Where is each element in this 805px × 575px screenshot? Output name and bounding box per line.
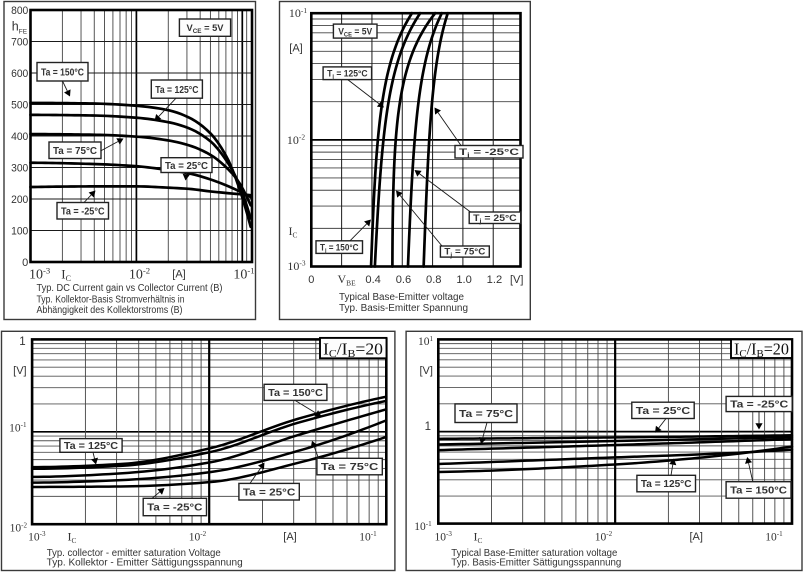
- svg-text:Ta = 125°C: Ta = 125°C: [155, 84, 198, 96]
- svg-text:IC/IB=20: IC/IB=20: [323, 340, 383, 361]
- svg-text:500: 500: [11, 100, 28, 112]
- svg-text:Ta = 150°C: Ta = 150°C: [730, 485, 787, 497]
- svg-text:IC: IC: [68, 529, 77, 545]
- svg-text:IC: IC: [61, 267, 71, 284]
- svg-text:Typical Base-Emitter voltage: Typical Base-Emitter voltage: [339, 292, 464, 303]
- svg-text:600: 600: [11, 68, 28, 80]
- svg-text:[V]: [V]: [510, 274, 523, 286]
- svg-text:VCE = 5V: VCE = 5V: [187, 23, 224, 35]
- svg-text:[V]: [V]: [13, 365, 26, 377]
- svg-text:Ta = -25°C: Ta = -25°C: [147, 502, 203, 514]
- svg-text:Ta = 25°C: Ta = 25°C: [636, 405, 691, 417]
- svg-text:Ta = -25°C: Ta = -25°C: [61, 205, 105, 217]
- svg-text:0: 0: [22, 257, 28, 269]
- svg-text:Ta = 125°C: Ta = 125°C: [64, 440, 119, 452]
- svg-text:1.2: 1.2: [487, 274, 503, 286]
- svg-text:[V]: [V]: [419, 365, 432, 377]
- svg-text:[A]: [A]: [172, 269, 185, 281]
- svg-text:Ta = 75°C: Ta = 75°C: [321, 461, 379, 473]
- svg-text:Ta = 75°C: Ta = 75°C: [53, 145, 97, 157]
- svg-text:Ta = 125°C: Ta = 125°C: [641, 478, 692, 490]
- svg-text:[A]: [A]: [283, 531, 296, 543]
- svg-text:Ta = 150°C: Ta = 150°C: [268, 387, 323, 399]
- svg-text:Ta = -25°C: Ta = -25°C: [730, 399, 789, 411]
- svg-text:Tj = 125°C: Tj = 125°C: [327, 68, 368, 80]
- svg-text:0.4: 0.4: [365, 274, 381, 286]
- svg-text:Tj = 150°C: Tj = 150°C: [320, 242, 359, 254]
- svg-text:Typical Base-Emitter saturatio: Typical Base-Emitter saturation voltage: [451, 548, 617, 559]
- svg-text:Typ. DC Current gain vs Collec: Typ. DC Current gain vs Collector Curren…: [37, 283, 223, 294]
- svg-text:0.8: 0.8: [426, 274, 442, 286]
- svg-text:100: 100: [11, 226, 28, 238]
- svg-text:Typ. Kollektor-Basis Stromverh: Typ. Kollektor-Basis Stromverhältnis in: [37, 294, 185, 305]
- svg-text:Abhängigkeit des Kollektorstro: Abhängigkeit des Kollektorstroms (B): [37, 305, 183, 316]
- svg-text:[A]: [A]: [689, 531, 702, 543]
- svg-text:Typ. Basis-Emitter Spannung: Typ. Basis-Emitter Spannung: [339, 303, 468, 314]
- svg-text:300: 300: [11, 163, 28, 175]
- svg-text:1.0: 1.0: [456, 274, 472, 286]
- svg-text:Tj = 75°C: Tj = 75°C: [444, 247, 485, 259]
- svg-text:800: 800: [11, 5, 28, 17]
- svg-text:Ta = 25°C: Ta = 25°C: [165, 160, 208, 172]
- svg-text:hFE: hFE: [12, 20, 28, 36]
- svg-text:200: 200: [11, 194, 28, 206]
- svg-text:Ta = 150°C: Ta = 150°C: [41, 66, 84, 78]
- svg-text:700: 700: [11, 37, 28, 49]
- svg-text:0: 0: [308, 274, 314, 286]
- svg-text:Typ. Basis-Emitter Sättigungss: Typ. Basis-Emitter Sättigungsspannung: [451, 558, 621, 569]
- svg-text:Tj = -25°C: Tj = -25°C: [459, 147, 520, 159]
- svg-text:VCE = 5V: VCE = 5V: [338, 26, 372, 38]
- svg-text:400: 400: [11, 131, 28, 143]
- svg-text:1: 1: [19, 336, 25, 348]
- svg-text:Typ. Kollektor - Emitter Sätti: Typ. Kollektor - Emitter Sättigungsspann…: [47, 558, 243, 569]
- svg-text:Ta = 25°C: Ta = 25°C: [243, 486, 296, 498]
- svg-text:[A]: [A]: [289, 43, 302, 55]
- svg-text:Tj = 25°C: Tj = 25°C: [473, 213, 517, 225]
- svg-text:IC: IC: [474, 529, 483, 545]
- svg-text:Typ. collector - emitter satur: Typ. collector - emitter saturation Volt…: [47, 548, 221, 559]
- svg-text:IC/IB=20: IC/IB=20: [734, 340, 789, 361]
- svg-text:1: 1: [425, 421, 431, 433]
- svg-text:0.6: 0.6: [396, 274, 412, 286]
- svg-text:Ta = 75°C: Ta = 75°C: [459, 408, 513, 420]
- svg-text:IC: IC: [289, 224, 298, 240]
